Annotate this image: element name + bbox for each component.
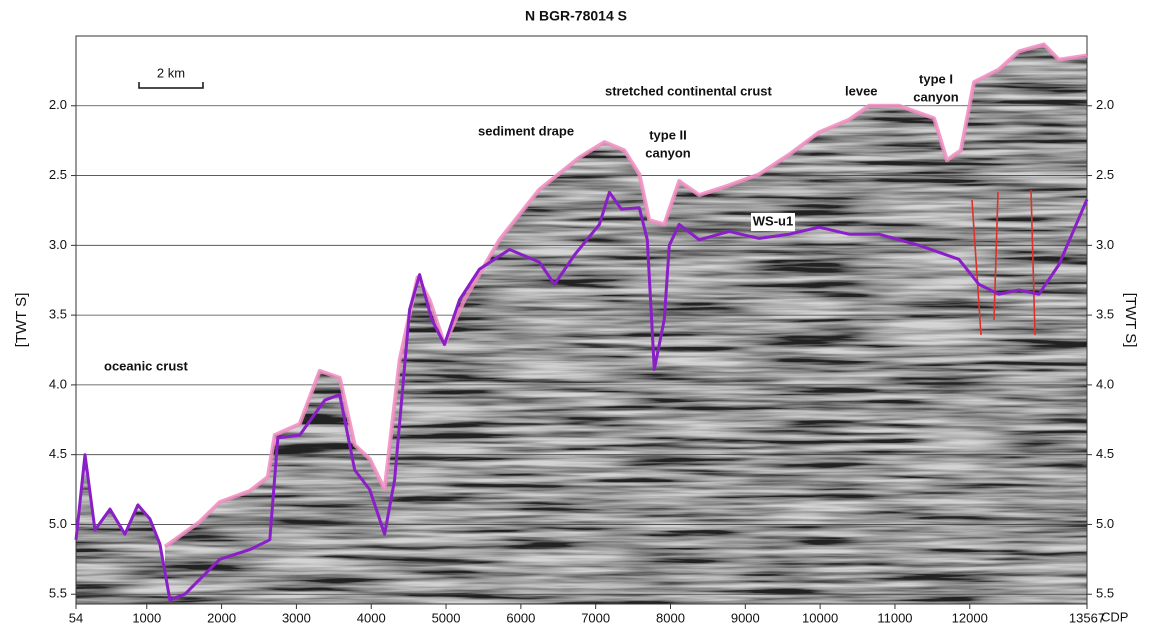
scale-bar xyxy=(138,82,204,89)
annotation: canyon xyxy=(913,89,959,104)
y-axis-label: [TWT S] xyxy=(13,293,30,348)
y-tick-label-right: 3.0 xyxy=(1096,237,1114,252)
fault xyxy=(971,199,982,336)
x-tick-label: 7000 xyxy=(581,610,610,625)
y-tick-label-right: 2.0 xyxy=(1096,97,1114,112)
y-tick-label-right: 4.0 xyxy=(1096,376,1114,391)
y-tick-label-right: 3.5 xyxy=(1096,307,1114,322)
y-tick-label: 5.0 xyxy=(49,516,67,531)
y-tick-label-right: 5.0 xyxy=(1096,516,1114,531)
x-tick-label: 9000 xyxy=(731,610,760,625)
horizon-line xyxy=(163,42,1088,549)
y-tick-label-right: 4.5 xyxy=(1096,446,1114,461)
scale-bar-label: 2 km xyxy=(157,65,185,80)
y-tick-label: 3.5 xyxy=(49,307,67,322)
y-tick-label: 4.0 xyxy=(49,376,67,391)
x-tick-label: 10000 xyxy=(802,610,838,625)
annotation: stretched continental crust xyxy=(605,83,773,98)
x-tick-label: 3000 xyxy=(282,610,311,625)
y-tick-label: 3.0 xyxy=(49,237,67,252)
annotation-bg xyxy=(751,213,795,231)
x-tick-label: 4000 xyxy=(357,610,386,625)
horizon-line xyxy=(74,190,1089,602)
annotation: oceanic crust xyxy=(104,358,188,373)
y-axis-label-right: [TWT S] xyxy=(1122,293,1139,348)
x-tick-label: 12000 xyxy=(952,610,988,625)
annotation: canyon xyxy=(645,145,691,160)
faults xyxy=(971,189,1036,336)
y-tick-label: 2.0 xyxy=(49,97,67,112)
chart-title: N BGR-78014 S xyxy=(525,8,627,24)
plot-frame xyxy=(75,35,1088,605)
x-tick-label: 11000 xyxy=(877,610,912,625)
y-tick-label: 5.5 xyxy=(49,586,67,601)
y-tick-label: 4.5 xyxy=(49,446,67,461)
annotation: sediment drape xyxy=(478,123,574,138)
y-tick-label-right: 2.5 xyxy=(1096,167,1114,182)
y-tick-label: 2.5 xyxy=(49,167,67,182)
x-axis-label: CDP xyxy=(1101,609,1128,624)
series-annotation: WS-u1 xyxy=(753,213,793,228)
x-tick-label: 2000 xyxy=(207,610,236,625)
annotation: type I xyxy=(919,71,953,86)
x-tick-label: 6000 xyxy=(506,610,535,625)
x-tick-label: 13567 xyxy=(1069,610,1105,625)
x-tick-label: 54 xyxy=(69,610,83,625)
y-tick-label-right: 5.5 xyxy=(1096,586,1114,601)
x-tick-label: 1000 xyxy=(132,610,161,625)
fault xyxy=(993,191,999,321)
annotation: levee xyxy=(845,83,878,98)
seismic-fill xyxy=(76,192,1087,605)
fault xyxy=(1030,189,1036,336)
annotation: type II xyxy=(649,127,687,142)
x-tick-label: 5000 xyxy=(432,610,461,625)
x-tick-label: 8000 xyxy=(656,610,685,625)
